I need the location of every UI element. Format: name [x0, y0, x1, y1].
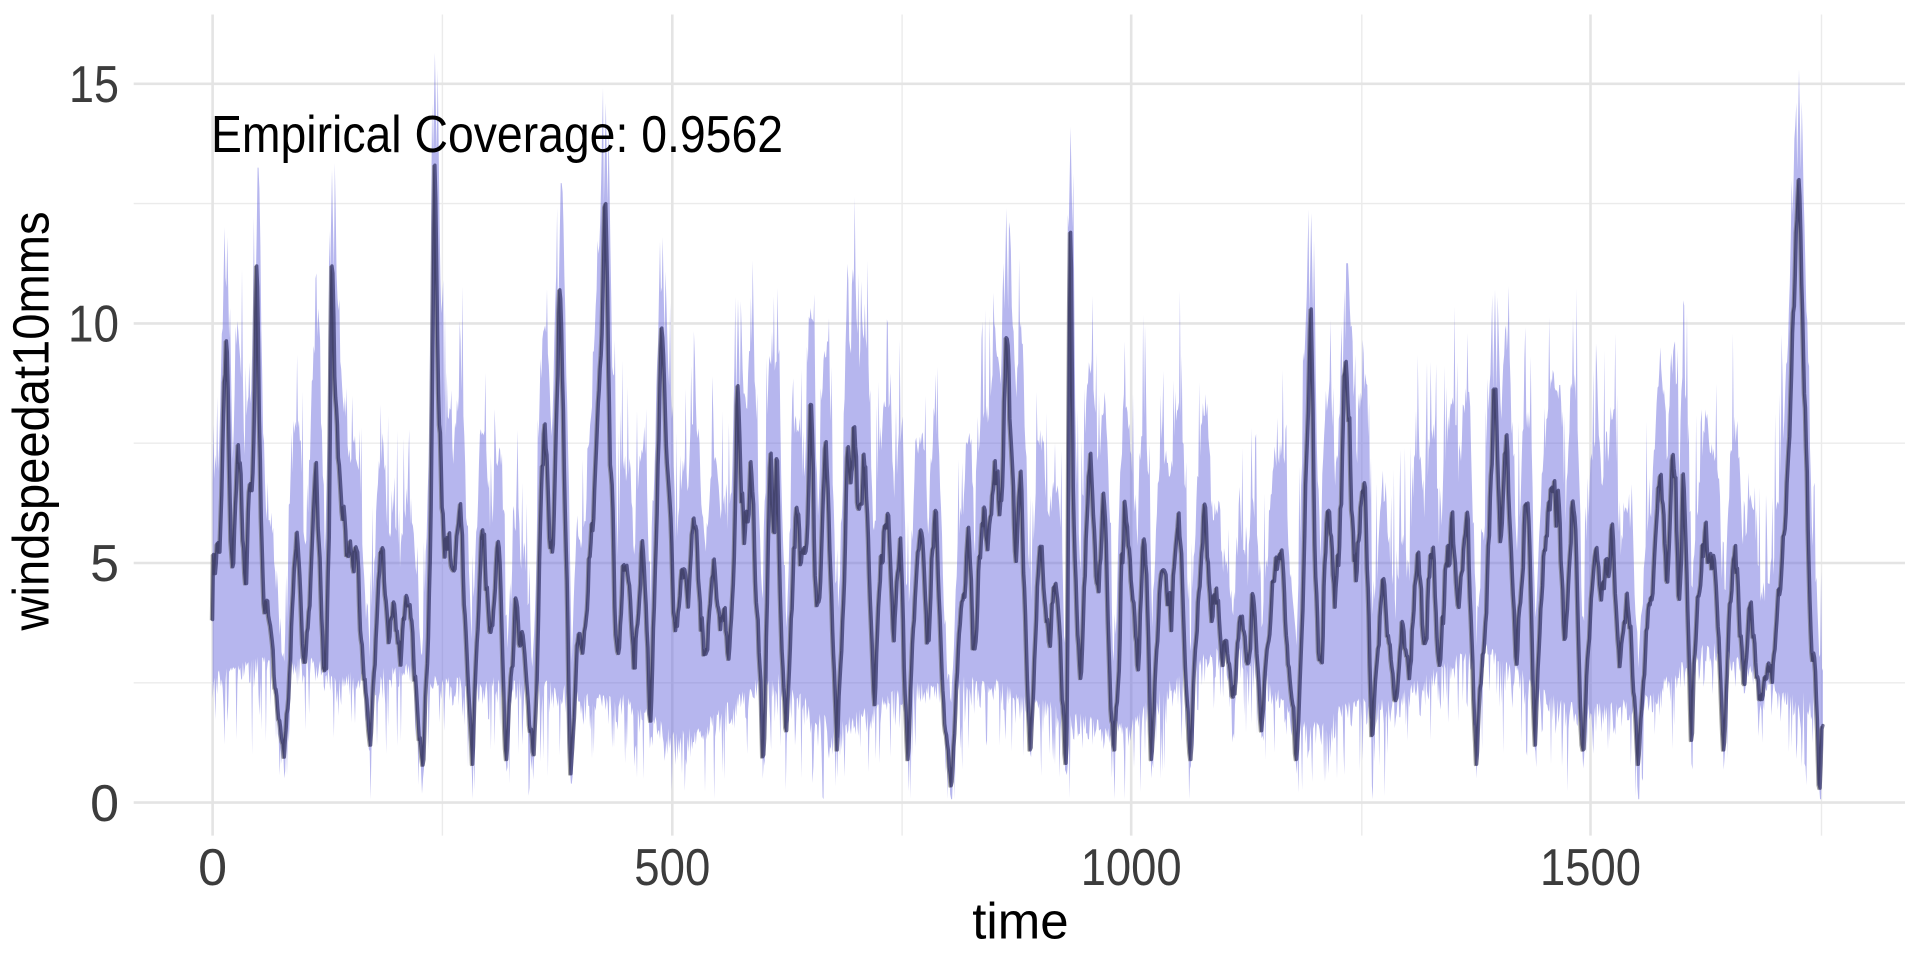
svg-text:1500: 1500 [1540, 839, 1641, 897]
svg-text:Empirical Coverage: 0.9562: Empirical Coverage: 0.9562 [211, 106, 783, 164]
svg-text:1000: 1000 [1081, 839, 1182, 897]
svg-text:5: 5 [90, 535, 119, 593]
svg-text:0: 0 [198, 839, 227, 897]
svg-text:500: 500 [634, 839, 710, 897]
svg-text:time: time [972, 893, 1068, 950]
svg-text:15: 15 [69, 56, 119, 114]
svg-text:10: 10 [68, 296, 119, 354]
svg-text:windspeedat10mms: windspeedat10mms [2, 212, 59, 632]
svg-text:0: 0 [90, 775, 119, 833]
